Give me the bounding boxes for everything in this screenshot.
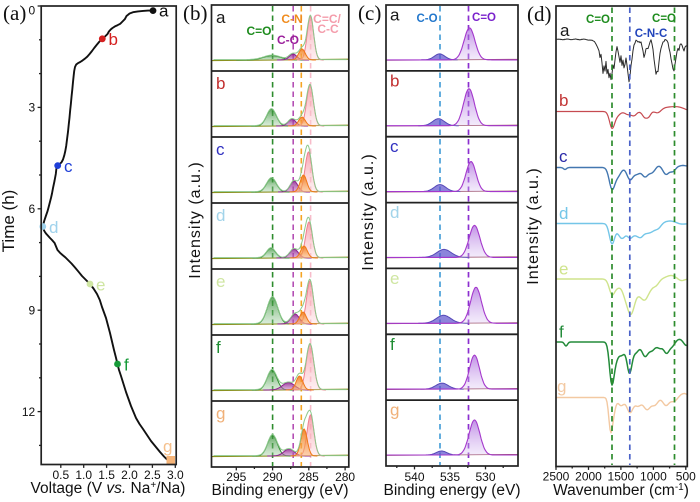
svg-text:1000: 1000 [640, 470, 667, 484]
svg-text:e: e [96, 276, 105, 295]
svg-text:285: 285 [299, 470, 319, 484]
svg-text:d: d [390, 203, 399, 222]
svg-text:c: c [390, 137, 399, 156]
svg-text:a: a [560, 21, 570, 40]
svg-text:0.5: 0.5 [52, 468, 69, 482]
svg-text:540: 540 [404, 470, 424, 484]
svg-text:e: e [216, 272, 225, 291]
svg-text:b: b [559, 91, 568, 110]
svg-text:3.0: 3.0 [167, 468, 184, 482]
svg-text:Binding energy (eV): Binding energy (eV) [384, 482, 521, 499]
svg-text:d: d [49, 218, 58, 237]
svg-text:2.0: 2.0 [121, 468, 138, 482]
svg-text:e: e [559, 260, 568, 279]
svg-text:g: g [557, 377, 566, 396]
svg-text:C=O: C=O [246, 24, 271, 38]
svg-text:Intensity (a.u.): Intensity (a.u.) [360, 153, 377, 270]
svg-text:c: c [64, 157, 73, 176]
svg-text:C=O: C=O [652, 13, 676, 25]
svg-text:Intensity (a.u.): Intensity (a.u.) [187, 161, 204, 278]
svg-text:d: d [216, 206, 225, 225]
svg-text:500: 500 [676, 470, 696, 484]
svg-text:e: e [390, 269, 399, 288]
svg-text:g: g [216, 404, 225, 423]
svg-text:9: 9 [29, 304, 36, 318]
svg-text:a: a [216, 8, 226, 27]
svg-text:C=O: C=O [586, 14, 610, 26]
svg-text:C-O: C-O [277, 33, 299, 47]
svg-text:3: 3 [29, 101, 36, 115]
svg-text:(a): (a) [3, 1, 26, 25]
svg-text:Binding energy (eV): Binding energy (eV) [212, 482, 349, 499]
svg-text:f: f [390, 335, 395, 354]
svg-text:f: f [216, 338, 221, 357]
svg-text:C=C/: C=C/ [313, 12, 341, 26]
svg-text:f: f [124, 356, 129, 375]
svg-text:Time (h): Time (h) [0, 190, 18, 253]
svg-text:0: 0 [29, 4, 36, 18]
svg-text:b: b [216, 74, 225, 93]
svg-text:1.0: 1.0 [75, 468, 92, 482]
svg-text:a: a [390, 6, 400, 25]
svg-text:d: d [559, 204, 568, 223]
svg-text:b: b [390, 71, 399, 90]
svg-text:Wavenumber (cm-1): Wavenumber (cm-1) [553, 482, 689, 500]
svg-text:(c): (c) [358, 1, 381, 25]
svg-text:b: b [109, 30, 118, 49]
svg-text:2500: 2500 [543, 470, 570, 484]
svg-text:535: 535 [440, 470, 460, 484]
svg-text:2000: 2000 [575, 470, 602, 484]
svg-text:C=O: C=O [472, 12, 496, 24]
svg-text:g: g [163, 437, 172, 456]
svg-text:530: 530 [475, 470, 495, 484]
svg-text:295: 295 [226, 470, 246, 484]
svg-text:c: c [216, 140, 225, 159]
svg-text:C-N-C: C-N-C [635, 28, 668, 40]
svg-text:C-O: C-O [416, 13, 437, 25]
svg-text:1500: 1500 [608, 470, 635, 484]
svg-text:2.5: 2.5 [144, 468, 161, 482]
svg-text:290: 290 [263, 470, 283, 484]
svg-text:12: 12 [22, 405, 36, 419]
svg-text:g: g [390, 401, 399, 420]
svg-text:Voltage (V vs. Na+/Na): Voltage (V vs. Na+/Na) [31, 480, 186, 498]
svg-text:6: 6 [29, 202, 36, 216]
svg-text:1.5: 1.5 [98, 468, 115, 482]
svg-text:C-N: C-N [281, 12, 302, 26]
svg-text:Intensity (a.u.): Intensity (a.u.) [525, 167, 542, 284]
svg-text:c: c [559, 147, 568, 166]
svg-text:C-C: C-C [317, 22, 339, 36]
svg-text:(d): (d) [527, 2, 552, 26]
svg-text:(b): (b) [183, 1, 208, 25]
svg-text:280: 280 [335, 470, 355, 484]
svg-text:f: f [559, 323, 564, 342]
svg-text:a: a [159, 2, 169, 21]
